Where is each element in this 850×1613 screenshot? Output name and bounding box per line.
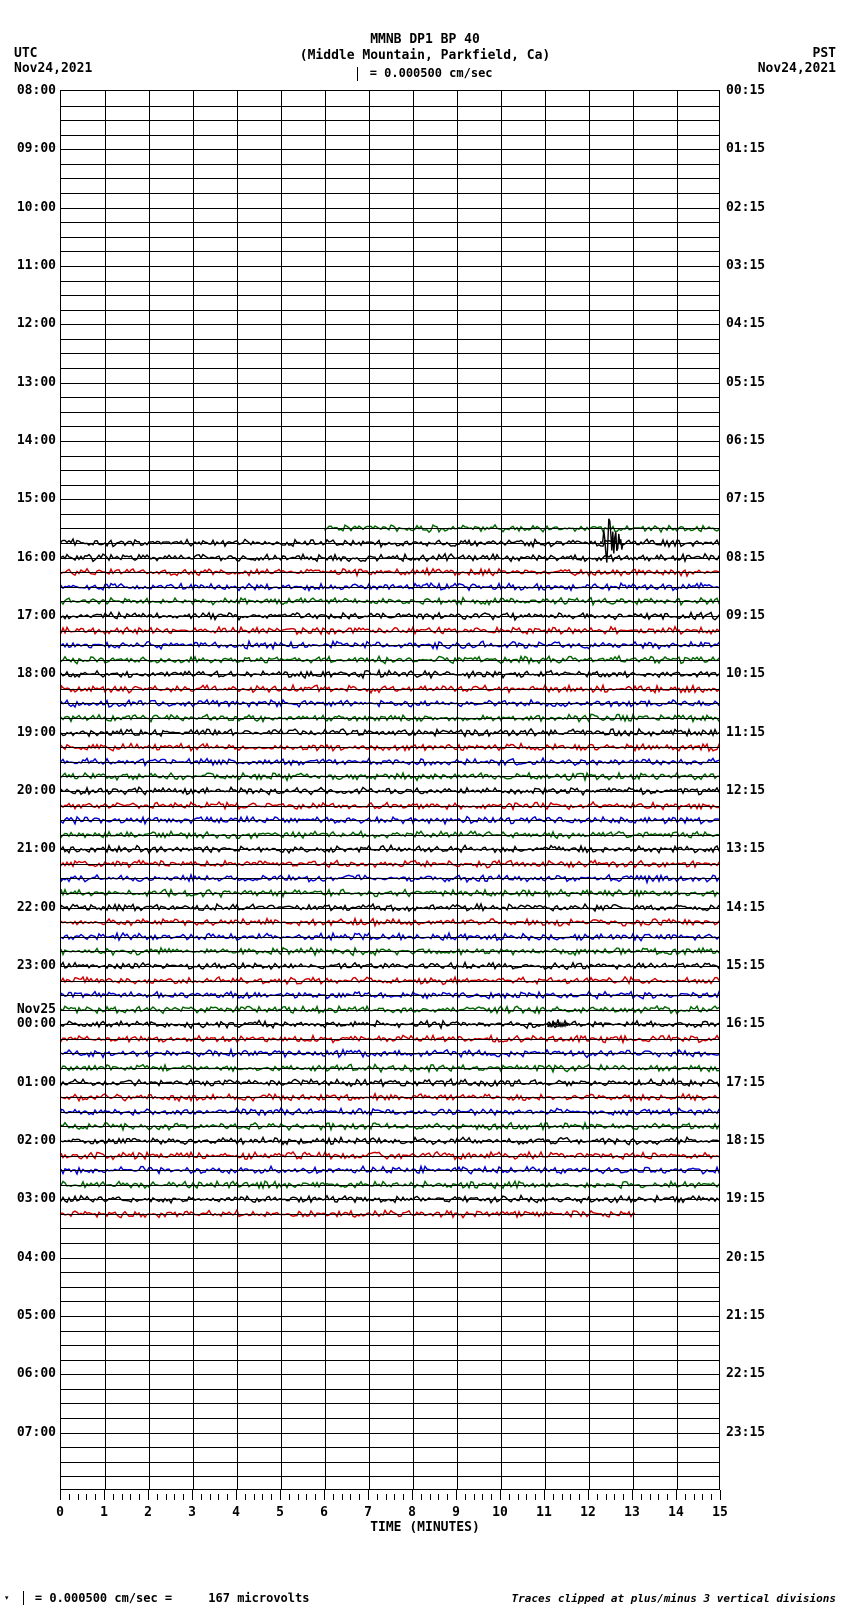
scale-bar-icon — [357, 67, 358, 81]
right-hour-label: 18:15 — [726, 1133, 765, 1148]
footer-left-suffix: 167 microvolts — [208, 1591, 309, 1605]
x-tick-label: 12 — [580, 1505, 596, 1520]
x-tick-label: 7 — [364, 1505, 372, 1520]
x-ticks — [60, 1490, 720, 1500]
x-tick-label: 9 — [452, 1505, 460, 1520]
right-hour-label: 10:15 — [726, 666, 765, 681]
left-hour-label: 09:00 — [12, 141, 56, 156]
left-hour-label: 12:00 — [12, 316, 56, 331]
location-line: (Middle Mountain, Parkfield, Ca) — [0, 48, 850, 64]
footer-tick-icon: ▾ — [4, 1593, 9, 1603]
left-hour-label: 02:00 — [12, 1133, 56, 1148]
left-hour-label: 14:00 — [12, 433, 56, 448]
left-hour-label: 23:00 — [12, 958, 56, 973]
x-tick-label: 4 — [232, 1505, 240, 1520]
footer-left-prefix: = 0.000500 cm/sec = — [35, 1591, 172, 1605]
x-tick-label: 5 — [276, 1505, 284, 1520]
x-tick-label: 8 — [408, 1505, 416, 1520]
footer-left: ▾ = 0.000500 cm/sec = 167 microvolts — [4, 1591, 309, 1606]
left-hour-label: 19:00 — [12, 725, 56, 740]
x-tick-label: 2 — [144, 1505, 152, 1520]
right-hour-label: 20:15 — [726, 1250, 765, 1265]
left-hour-label: 01:00 — [12, 1075, 56, 1090]
left-hour-label: 08:00 — [12, 83, 56, 98]
left-hour-label: 04:00 — [12, 1250, 56, 1265]
right-hour-label: 04:15 — [726, 316, 765, 331]
title-block: MMNB DP1 BP 40 (Middle Mountain, Parkfie… — [0, 32, 850, 64]
left-hour-label: 03:00 — [12, 1191, 56, 1206]
left-hour-label: 05:00 — [12, 1308, 56, 1323]
x-tick-label: 10 — [492, 1505, 508, 1520]
right-hour-label: 15:15 — [726, 958, 765, 973]
right-hour-label: 07:15 — [726, 491, 765, 506]
x-tick-label: 15 — [712, 1505, 728, 1520]
right-hour-label: 03:15 — [726, 258, 765, 273]
x-tick-label: 14 — [668, 1505, 684, 1520]
left-date-label: Nov25 — [12, 1003, 56, 1016]
left-hour-label: 00:00 — [12, 1016, 56, 1031]
right-hour-label: 08:15 — [726, 550, 765, 565]
right-hour-label: 19:15 — [726, 1191, 765, 1206]
left-hour-label: 17:00 — [12, 608, 56, 623]
seismogram-plot — [60, 90, 720, 1490]
x-tick-label: 11 — [536, 1505, 552, 1520]
right-hour-label: 17:15 — [726, 1075, 765, 1090]
right-hour-label: 11:15 — [726, 725, 765, 740]
right-hour-label: 01:15 — [726, 141, 765, 156]
right-hour-label: 16:15 — [726, 1016, 765, 1031]
x-tick-label: 6 — [320, 1505, 328, 1520]
left-hour-label: 10:00 — [12, 200, 56, 215]
scale-text: = 0.000500 cm/sec — [370, 66, 493, 80]
right-hour-label: 21:15 — [726, 1308, 765, 1323]
right-hour-label: 13:15 — [726, 841, 765, 856]
x-tick-label: 13 — [624, 1505, 640, 1520]
x-axis-title: TIME (MINUTES) — [0, 1520, 850, 1535]
right-hour-label: 12:15 — [726, 783, 765, 798]
right-hour-label: 06:15 — [726, 433, 765, 448]
left-hour-label: 22:00 — [12, 900, 56, 915]
footer-right: Traces clipped at plus/minus 3 vertical … — [511, 1592, 836, 1605]
right-hour-label: 22:15 — [726, 1366, 765, 1381]
left-hour-label: 20:00 — [12, 783, 56, 798]
left-hour-label: 15:00 — [12, 491, 56, 506]
right-hour-label: 02:15 — [726, 200, 765, 215]
right-hour-label: 05:15 — [726, 375, 765, 390]
right-hour-label: 23:15 — [726, 1425, 765, 1440]
left-hour-label: 06:00 — [12, 1366, 56, 1381]
left-hour-label: 16:00 — [12, 550, 56, 565]
x-tick-label: 3 — [188, 1505, 196, 1520]
x-tick-label: 0 — [56, 1505, 64, 1520]
right-hour-label: 00:15 — [726, 83, 765, 98]
footer-scale-bar-icon — [23, 1591, 24, 1605]
left-hour-label: 21:00 — [12, 841, 56, 856]
station-line: MMNB DP1 BP 40 — [0, 32, 850, 48]
left-hour-label: 13:00 — [12, 375, 56, 390]
right-hour-label: 14:15 — [726, 900, 765, 915]
right-hour-label: 09:15 — [726, 608, 765, 623]
left-hour-label: 18:00 — [12, 666, 56, 681]
left-hour-label: 11:00 — [12, 258, 56, 273]
left-hour-label: 07:00 — [12, 1425, 56, 1440]
x-tick-label: 1 — [100, 1505, 108, 1520]
scale-block: = 0.000500 cm/sec — [0, 66, 850, 81]
